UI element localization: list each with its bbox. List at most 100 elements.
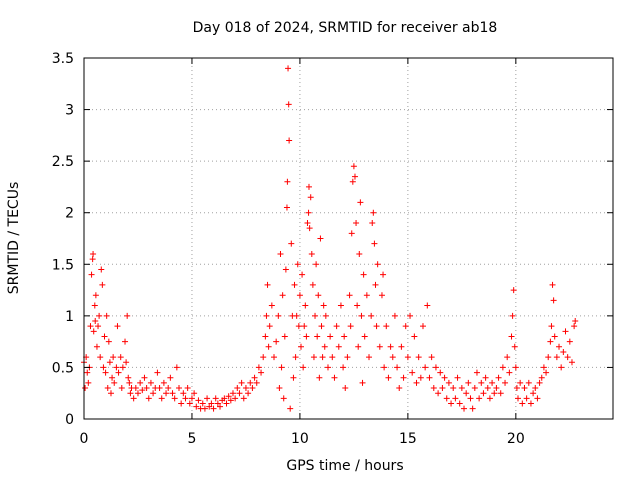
data-point — [206, 403, 213, 410]
data-point — [265, 343, 272, 350]
data-point — [282, 266, 289, 273]
data-point — [284, 178, 291, 185]
data-point — [514, 395, 521, 402]
data-point — [387, 343, 394, 350]
data-point — [333, 323, 340, 330]
data-point — [293, 312, 300, 319]
data-point — [97, 354, 104, 361]
data-point — [543, 369, 550, 376]
data-point — [303, 333, 310, 340]
data-point — [331, 374, 338, 381]
data-point — [415, 354, 422, 361]
data-point — [376, 343, 383, 350]
data-point — [238, 379, 245, 386]
data-point — [217, 403, 224, 410]
data-point — [363, 292, 370, 299]
data-point — [327, 333, 334, 340]
data-point — [91, 302, 98, 309]
data-point — [87, 323, 94, 330]
data-point — [508, 333, 515, 340]
data-point — [527, 400, 534, 407]
data-point — [534, 395, 541, 402]
data-point — [255, 364, 262, 371]
data-point — [329, 354, 336, 361]
data-point — [318, 323, 325, 330]
data-point — [236, 390, 243, 397]
data-point — [361, 333, 368, 340]
data-point — [482, 374, 489, 381]
data-point — [90, 328, 97, 335]
data-point — [295, 323, 302, 330]
data-point — [84, 369, 91, 376]
data-point — [285, 101, 292, 108]
data-point — [374, 261, 381, 268]
data-point — [422, 364, 429, 371]
data-point — [463, 390, 470, 397]
data-point — [424, 302, 431, 309]
x-tick-label: 15 — [399, 431, 417, 447]
data-point — [313, 261, 320, 268]
data-point — [321, 343, 328, 350]
x-tick-label: 5 — [187, 431, 196, 447]
data-point — [165, 385, 172, 392]
grid — [84, 58, 613, 419]
data-point — [308, 250, 315, 257]
data-point — [324, 364, 331, 371]
data-point — [450, 385, 457, 392]
data-point — [302, 302, 309, 309]
data-point — [441, 374, 448, 381]
y-tick-label: 2 — [65, 206, 74, 222]
data-point — [315, 292, 322, 299]
data-point — [396, 385, 403, 392]
data-point — [229, 390, 236, 397]
data-point — [370, 209, 377, 216]
data-point — [117, 354, 124, 361]
data-point — [478, 379, 485, 386]
data-point — [111, 379, 118, 386]
data-point — [354, 302, 361, 309]
data-point — [371, 240, 378, 247]
data-point — [335, 343, 342, 350]
axis-ticks: 0 0.5 1 1.5 2 2.5 3 3.5 0 5 10 15 20 — [52, 51, 613, 447]
data-point — [484, 385, 491, 392]
data-point — [173, 364, 180, 371]
data-point — [201, 405, 208, 412]
data-point — [264, 281, 271, 288]
data-point — [199, 400, 206, 407]
data-point — [191, 390, 198, 397]
data-point — [145, 395, 152, 402]
data-point — [169, 390, 176, 397]
data-point — [525, 379, 532, 386]
y-tick-label: 0 — [65, 412, 74, 428]
data-point — [195, 397, 202, 404]
x-axis-label: GPS time / hours — [286, 458, 403, 474]
data-point — [125, 374, 132, 381]
data-point — [568, 359, 575, 366]
data-point — [353, 220, 360, 227]
data-point — [312, 312, 319, 319]
data-point — [227, 397, 234, 404]
data-point — [489, 379, 496, 386]
data-point — [540, 364, 547, 371]
data-point — [551, 333, 558, 340]
data-point — [156, 385, 163, 392]
data-point — [294, 261, 301, 268]
data-point — [443, 395, 450, 402]
data-point — [357, 199, 364, 206]
data-point — [439, 385, 446, 392]
data-point — [538, 374, 545, 381]
data-point — [204, 395, 211, 402]
data-point — [366, 354, 373, 361]
y-tick-label: 1 — [65, 309, 74, 325]
data-point — [428, 354, 435, 361]
y-axis-label: SRMTID / TECUs — [6, 182, 22, 295]
data-point — [106, 359, 113, 366]
y-tick-label: 2.5 — [52, 154, 74, 170]
data-point — [225, 393, 232, 400]
data-point — [322, 312, 329, 319]
data-point — [519, 400, 526, 407]
data-point — [358, 312, 365, 319]
data-point — [245, 390, 252, 397]
data-point — [383, 323, 390, 330]
data-point — [530, 390, 537, 397]
